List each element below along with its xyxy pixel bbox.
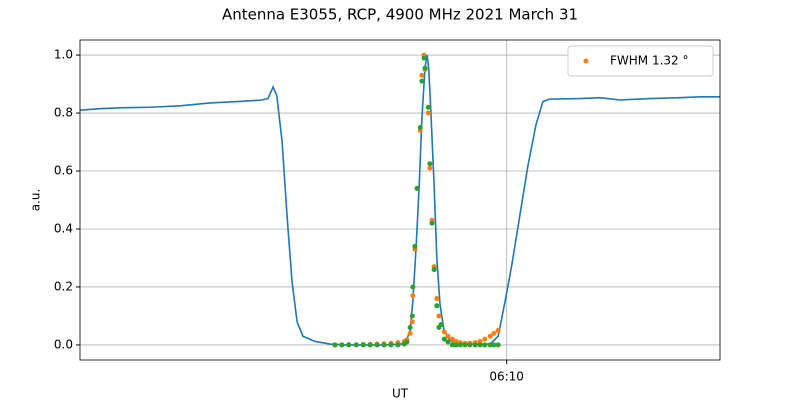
scatter-point <box>491 342 497 348</box>
y-tick-label: 0.4 <box>54 221 73 235</box>
scatter-point <box>472 342 478 348</box>
scatter-point <box>434 296 440 302</box>
y-tick-label: 0.0 <box>54 337 73 351</box>
y-tick-label: 0.2 <box>54 279 73 293</box>
scatter-point <box>407 330 413 336</box>
scatter-point <box>457 342 463 348</box>
scatter-point <box>339 342 345 348</box>
scatter-point <box>449 336 455 342</box>
scatter-point <box>487 333 493 339</box>
scatter-point <box>467 342 473 348</box>
legend-label: FWHM 1.32 ° <box>610 54 689 68</box>
scatter-point <box>395 342 401 348</box>
scatter-point <box>449 342 455 348</box>
scatter-point <box>407 325 413 331</box>
scatter-point <box>441 329 447 335</box>
y-tick-label: 0.6 <box>54 164 73 178</box>
scatter-point <box>441 336 447 342</box>
scatter-point <box>360 342 366 348</box>
scatter-point <box>425 104 431 110</box>
line <box>80 54 720 346</box>
scatter-point <box>477 342 483 348</box>
scatter-point <box>453 338 459 344</box>
scatter-point <box>388 342 394 348</box>
scatter-point <box>429 220 435 226</box>
scatter-point <box>477 338 483 344</box>
x-axis-label: UT <box>392 387 409 400</box>
y-tick-label: 0.8 <box>54 106 73 120</box>
scatter-point <box>445 339 451 345</box>
scatter-point <box>419 72 425 78</box>
scatter-point <box>422 65 428 71</box>
scatter-point <box>332 342 338 348</box>
scatter-point <box>412 243 418 249</box>
scatter-point <box>434 303 440 309</box>
scatter-point <box>414 185 420 191</box>
scatter-point <box>353 342 359 348</box>
scatter-point <box>409 313 415 319</box>
scatter-point <box>436 313 442 319</box>
chart-title: Antenna E3055, RCP, 4900 MHz 2021 March … <box>222 6 578 24</box>
scatter-point <box>427 161 433 167</box>
scatter-point <box>495 327 501 333</box>
scatter-point <box>367 342 373 348</box>
scatter-point <box>421 55 427 61</box>
scatter-point <box>409 319 415 325</box>
scatter-point <box>410 293 416 299</box>
axes-frame <box>79 39 721 361</box>
scatter-point <box>427 165 433 171</box>
scatter-point <box>346 342 352 348</box>
scatter-point <box>381 342 387 348</box>
scatter-point <box>419 78 425 84</box>
scatter-point <box>482 336 488 342</box>
scatter-point <box>404 339 410 345</box>
scatter-point <box>374 342 380 348</box>
legend-marker <box>583 58 589 64</box>
scatter-point <box>425 110 431 116</box>
scatter-point <box>462 342 468 348</box>
scatter-point <box>453 342 459 348</box>
plot-area <box>80 52 720 348</box>
scatter-point <box>410 284 416 290</box>
scatter-point <box>431 267 437 273</box>
scatter-point <box>445 333 451 339</box>
y-axis-label: a.u. <box>29 189 43 212</box>
scatter-point <box>495 342 501 348</box>
scatter-point <box>438 322 444 328</box>
scatter-point <box>491 330 497 336</box>
legend-box <box>567 45 714 77</box>
scatter-point <box>487 342 493 348</box>
y-tick-label: 1.0 <box>54 48 73 62</box>
scatter-point <box>417 125 423 131</box>
x-tick-label: 06:10 <box>489 370 524 384</box>
scatter-point <box>482 342 488 348</box>
